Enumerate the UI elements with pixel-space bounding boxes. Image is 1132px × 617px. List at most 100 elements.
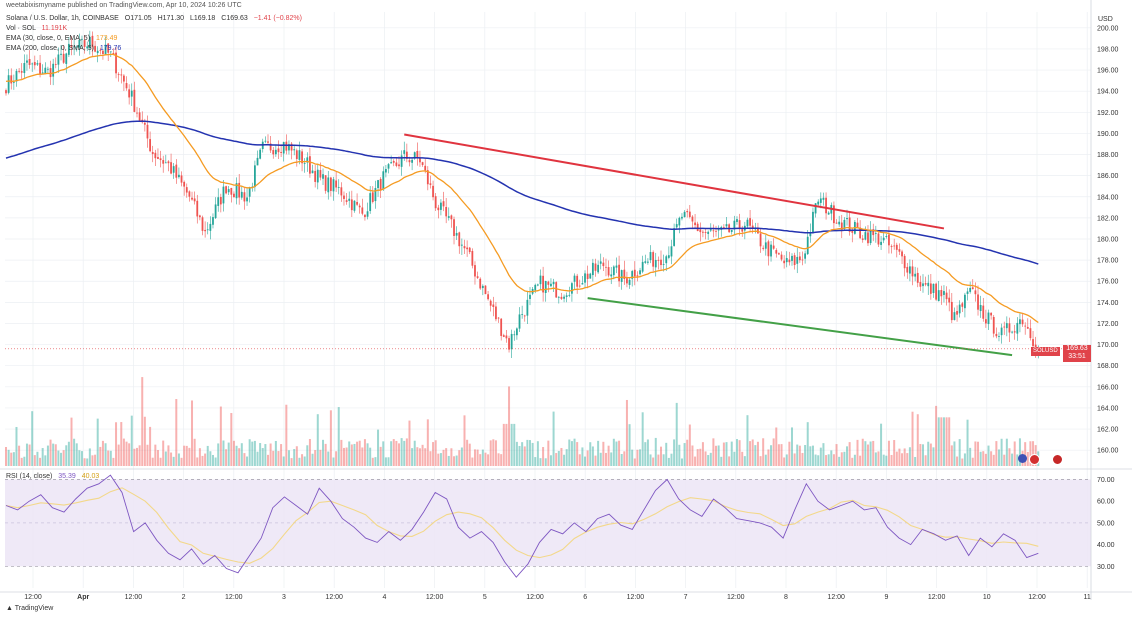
candle-body <box>60 53 62 55</box>
volume-bar <box>508 386 511 466</box>
event-flag-icon[interactable] <box>1029 454 1040 465</box>
candle-body <box>196 200 199 217</box>
volume-bar <box>1000 438 1003 466</box>
volume-bar <box>835 444 838 466</box>
volume-bar <box>924 455 927 466</box>
ema200-line <box>5 120 1039 265</box>
volume-bar <box>306 445 309 466</box>
volume-bar <box>198 448 201 466</box>
candle-body <box>571 283 573 294</box>
volume-bar <box>811 445 814 466</box>
volume-bar <box>374 457 377 466</box>
candle-body <box>434 196 437 209</box>
volume-bar <box>859 455 862 466</box>
ema30-line <box>5 53 1039 324</box>
volume-bar <box>57 450 60 466</box>
volume-bar <box>633 458 636 466</box>
volume-bar <box>843 451 846 466</box>
volume-bar <box>746 415 749 466</box>
volume-bar <box>424 448 427 466</box>
volume-bar <box>450 448 453 466</box>
candle-body <box>589 273 592 279</box>
candle-body <box>560 296 563 299</box>
candle-body <box>264 140 267 142</box>
volume-bar <box>851 457 854 466</box>
volume-bar <box>46 445 49 466</box>
candle-body <box>170 162 172 174</box>
volume-bar <box>154 444 157 466</box>
candle-body <box>688 211 691 218</box>
volume-bar <box>112 457 115 466</box>
volume-bar <box>948 417 951 466</box>
volume-bar <box>1005 438 1008 466</box>
candle-body <box>345 200 348 202</box>
candle-body <box>534 284 537 291</box>
volume-bar <box>887 440 890 466</box>
candle-body <box>657 259 660 261</box>
flag-icon[interactable] <box>1018 454 1027 463</box>
ema30-legend: EMA (30, close, 0, EMA, 5) 173.49 <box>6 35 117 42</box>
volume-bar <box>780 444 783 466</box>
volume-bar <box>783 457 786 466</box>
brand-name: TradingView <box>14 605 54 612</box>
candle-body <box>722 227 725 229</box>
volume-bar <box>230 413 233 466</box>
candle-body <box>662 264 665 265</box>
volume-bar <box>487 454 490 466</box>
volume-title: Vol · SOL <box>6 25 36 32</box>
candle-body <box>1026 326 1029 329</box>
volume-bar <box>502 423 505 466</box>
volume-bar <box>908 447 911 466</box>
volume-bar <box>274 440 277 466</box>
candle-body <box>641 261 644 272</box>
volume-bar <box>715 445 718 466</box>
candle-body <box>725 224 728 227</box>
candle-body <box>733 220 736 230</box>
volume-bar <box>987 445 990 466</box>
volume-bar <box>251 441 254 466</box>
candle-body <box>610 274 613 277</box>
tradingview-logo[interactable]: ▲ TradingView <box>6 605 54 612</box>
volume-bar <box>151 457 154 466</box>
volume-bar <box>610 452 613 466</box>
candle-body <box>691 216 694 222</box>
volume-bar <box>599 452 602 466</box>
volume-bar <box>18 445 21 466</box>
dividend-flag-icon[interactable] <box>1052 454 1063 465</box>
volume-bar <box>308 439 311 466</box>
candle-body <box>73 46 76 48</box>
candle-body <box>620 270 623 282</box>
volume-bar <box>717 445 720 466</box>
volume-bar <box>267 454 269 466</box>
high-value: H171.30 <box>157 15 185 22</box>
candle-body <box>387 164 390 169</box>
candle-body <box>581 283 584 285</box>
candle-body <box>298 150 301 160</box>
volume-bar <box>586 450 589 466</box>
volume-bar <box>555 453 558 466</box>
trendlines[interactable] <box>404 133 1013 357</box>
volume-bar <box>39 457 42 466</box>
candle-body <box>172 166 175 173</box>
volume-bar <box>104 443 107 466</box>
volume-bar <box>733 451 736 466</box>
volume-bar <box>953 441 956 466</box>
volume-bar <box>484 452 487 466</box>
candle-body <box>28 59 31 65</box>
rsi-tick-label: 40.00 <box>1097 542 1115 549</box>
candle-body <box>96 50 99 54</box>
volume-bar <box>193 438 196 466</box>
candle-body <box>361 207 364 214</box>
volume-bar <box>793 453 796 466</box>
volume-bar <box>882 454 885 466</box>
volume-bar <box>122 438 125 466</box>
volume-bar <box>1013 441 1016 466</box>
volume-bar <box>133 448 136 466</box>
candle-body <box>618 264 620 282</box>
candle-body <box>377 180 379 189</box>
candle-body <box>605 266 607 268</box>
candle-body <box>416 150 419 159</box>
candle-body <box>47 68 49 70</box>
candle-body <box>906 266 909 273</box>
